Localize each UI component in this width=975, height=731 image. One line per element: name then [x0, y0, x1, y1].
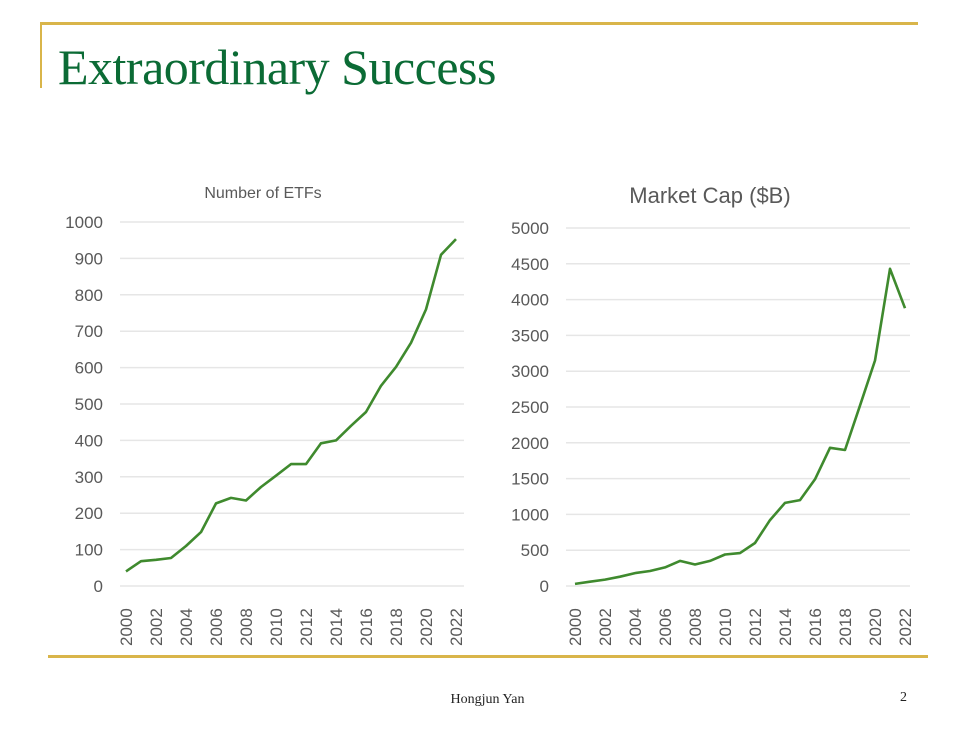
- y-tick-label: 0: [540, 577, 549, 596]
- x-tick-label: 2004: [177, 608, 196, 646]
- y-tick-label: 500: [521, 541, 549, 560]
- y-tick-label: 2000: [511, 434, 549, 453]
- x-tick-label: 2006: [207, 608, 226, 646]
- top-accent-rule: [40, 22, 918, 25]
- x-tick-label: 2012: [297, 608, 316, 646]
- slide-title: Extraordinary Success: [58, 39, 496, 95]
- y-tick-label: 800: [75, 286, 103, 305]
- x-tick-label: 2022: [896, 608, 915, 646]
- y-tick-label: 100: [75, 541, 103, 560]
- x-tick-label: 2006: [656, 608, 675, 646]
- series-line: [574, 267, 907, 586]
- y-tick-label: 0: [94, 577, 103, 596]
- x-tick-label: 2018: [836, 608, 855, 646]
- y-tick-label: 500: [75, 395, 103, 414]
- x-tick-label: 2016: [357, 608, 376, 646]
- y-tick-label: 3500: [511, 326, 549, 345]
- x-tick-label: 2010: [267, 608, 286, 646]
- x-tick-label: 2000: [566, 608, 585, 646]
- x-tick-label: 2020: [417, 608, 436, 646]
- x-tick-label: 2014: [776, 608, 795, 646]
- y-tick-label: 5000: [511, 219, 549, 238]
- left-accent-rule: [40, 22, 42, 88]
- x-tick-label: 2012: [746, 608, 765, 646]
- y-tick-label: 1000: [65, 213, 103, 232]
- x-tick-label: 2022: [447, 608, 466, 646]
- x-tick-label: 2002: [596, 608, 615, 646]
- y-tick-label: 1000: [511, 505, 549, 524]
- x-tick-label: 2008: [686, 608, 705, 646]
- x-tick-label: 2008: [237, 608, 256, 646]
- y-tick-label: 2500: [511, 398, 549, 417]
- y-tick-label: 4500: [511, 255, 549, 274]
- x-tick-label: 2010: [716, 608, 735, 646]
- y-tick-label: 3000: [511, 362, 549, 381]
- y-tick-label: 700: [75, 322, 103, 341]
- x-tick-label: 2018: [387, 608, 406, 646]
- x-tick-label: 2016: [806, 608, 825, 646]
- chart-title: Market Cap ($B): [629, 183, 790, 208]
- footer-author: Hongjun Yan: [450, 692, 525, 707]
- x-tick-label: 2004: [626, 608, 645, 646]
- y-tick-label: 1500: [511, 470, 549, 489]
- page-number: 2: [900, 690, 907, 705]
- bottom-accent-rule: [48, 655, 928, 658]
- y-tick-label: 900: [75, 249, 103, 268]
- x-tick-label: 2014: [327, 608, 346, 646]
- y-tick-label: 600: [75, 359, 103, 378]
- x-tick-label: 2002: [147, 608, 166, 646]
- y-tick-label: 200: [75, 504, 103, 523]
- chart-title: Number of ETFs: [204, 185, 321, 202]
- y-tick-label: 400: [75, 431, 103, 450]
- y-tick-label: 300: [75, 468, 103, 487]
- y-tick-label: 4000: [511, 291, 549, 310]
- x-tick-label: 2000: [117, 608, 136, 646]
- x-tick-label: 2020: [866, 608, 885, 646]
